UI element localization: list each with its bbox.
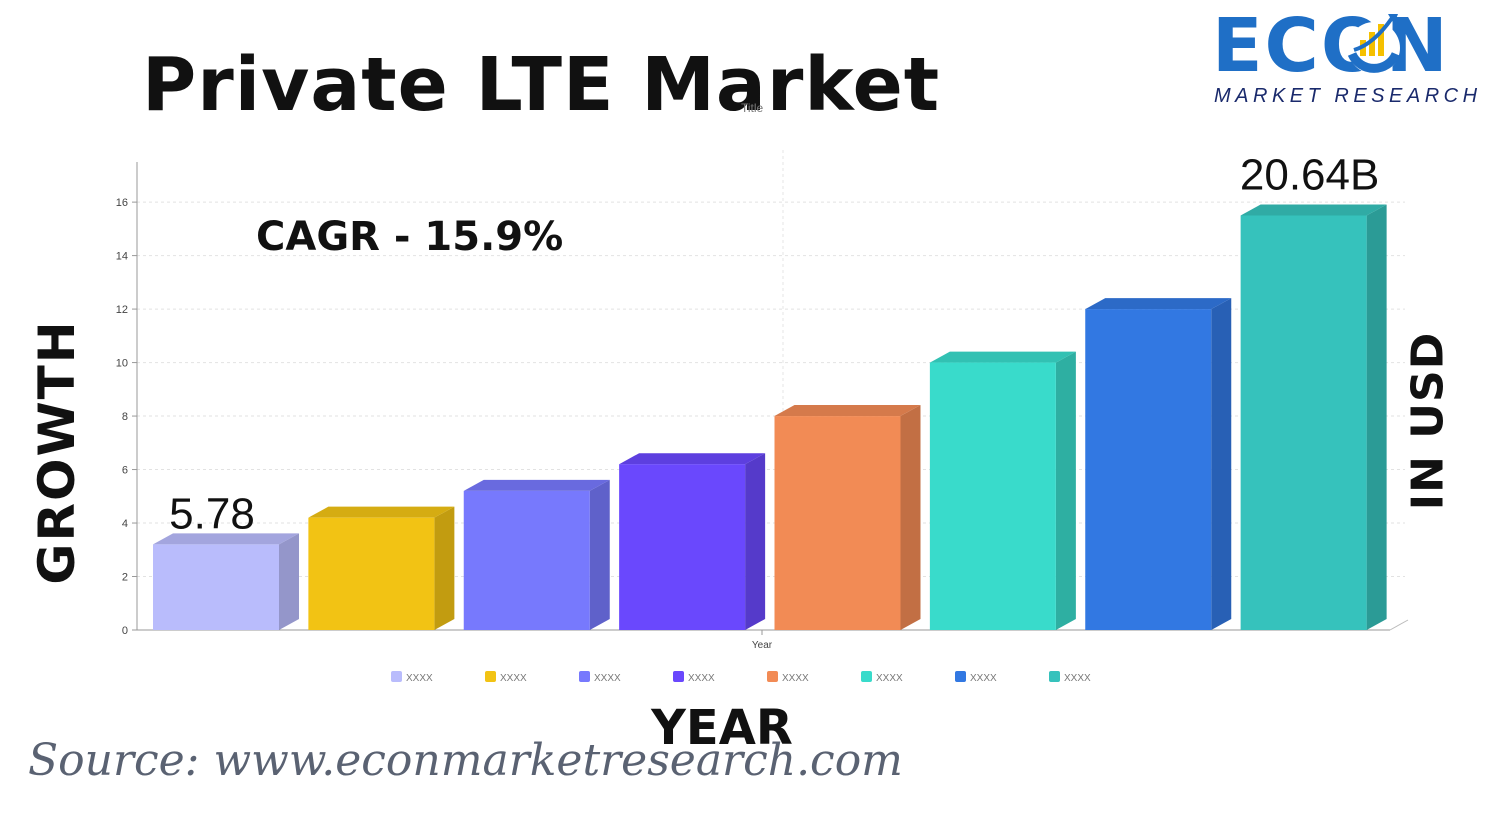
page-title: Private LTE Market xyxy=(142,42,941,128)
y-tick-label: 8 xyxy=(122,411,128,423)
y-tick-label: 16 xyxy=(116,197,128,209)
year-axis-title: YEAR xyxy=(651,700,793,756)
cagr-annotation: CAGR - 15.9% xyxy=(256,214,564,260)
y-tick-label: 10 xyxy=(116,358,128,370)
bar xyxy=(1240,215,1367,630)
bar xyxy=(463,490,590,630)
legend-label: XXXX xyxy=(594,673,621,684)
source-text: Source: www.econmarketresearch.com xyxy=(28,735,903,786)
y-tick-label: 0 xyxy=(122,625,128,637)
bar xyxy=(308,517,435,630)
legend-swatch xyxy=(1049,671,1060,682)
econ-logo: ECON MARKET RESEARCH xyxy=(1212,8,1484,110)
x-axis-label: Year xyxy=(752,640,773,651)
legend-swatch xyxy=(579,671,590,682)
legend-swatch xyxy=(767,671,778,682)
bar-top xyxy=(308,506,455,518)
legend-swatch xyxy=(955,671,966,682)
bar-top xyxy=(463,479,610,491)
y-tick-label: 14 xyxy=(116,251,128,263)
y-tick-label: 2 xyxy=(122,572,128,584)
chart-title: Title xyxy=(741,101,764,115)
legend-label: XXXX xyxy=(688,673,715,684)
bar-top xyxy=(153,533,299,545)
legend-swatch xyxy=(391,671,402,682)
floor-edge xyxy=(1389,619,1409,631)
bar-top xyxy=(929,351,1076,363)
bar xyxy=(153,544,279,630)
legend-label: XXXX xyxy=(1064,673,1091,684)
bar-top xyxy=(1085,298,1232,310)
growth-axis-title: GROWTH xyxy=(28,319,86,585)
y-tick-label: 4 xyxy=(122,518,128,530)
bar-side xyxy=(589,479,610,630)
bar-side xyxy=(1055,351,1076,630)
bar-top xyxy=(619,453,766,465)
legend-swatch xyxy=(485,671,496,682)
bar xyxy=(1085,309,1212,630)
bar-top xyxy=(1240,204,1387,216)
bar-side xyxy=(279,533,299,630)
legend-label: XXXX xyxy=(970,673,997,684)
y-tick-label: 12 xyxy=(116,304,128,316)
currency-axis-title: IN USD xyxy=(1402,331,1454,511)
legend-swatch xyxy=(673,671,684,682)
bar xyxy=(619,464,746,630)
bar xyxy=(929,362,1056,630)
legend-label: XXXX xyxy=(782,673,809,684)
growth-chart-icon xyxy=(1347,14,1401,74)
bar-side xyxy=(1211,298,1232,630)
bar-side xyxy=(745,453,766,630)
bar-side xyxy=(1366,204,1387,630)
logo-subtitle: MARKET RESEARCH xyxy=(1214,85,1482,107)
logo-wordmark: ECON xyxy=(1212,3,1450,89)
legend-label: XXXX xyxy=(876,673,903,684)
bar-side xyxy=(900,405,921,630)
bar-side xyxy=(434,506,455,630)
legend-label: XXXX xyxy=(500,673,527,684)
legend-swatch xyxy=(861,671,872,682)
legend-label: XXXX xyxy=(406,673,433,684)
bar-top xyxy=(774,405,921,417)
y-tick-label: 6 xyxy=(122,465,128,477)
last-value-label: 20.64B xyxy=(1240,150,1379,199)
bar xyxy=(774,416,901,630)
first-value-label: 5.78 xyxy=(169,489,255,538)
